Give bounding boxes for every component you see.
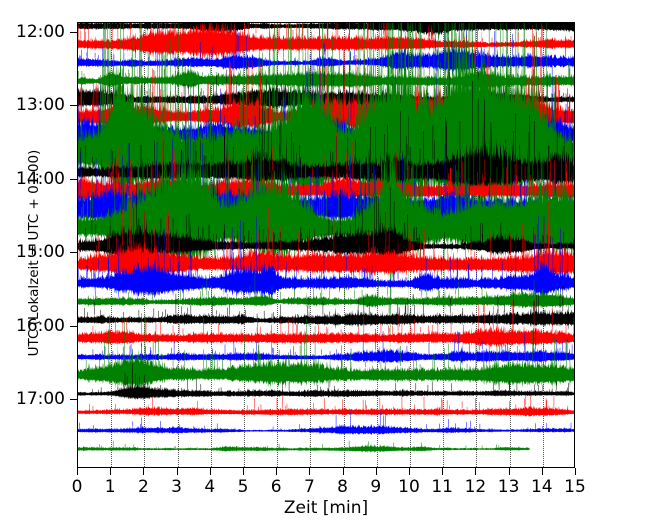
plot-area [77,22,575,468]
x-tick-mark [77,468,78,475]
y-tick-mark [70,178,77,180]
x-tick-label: 12 [464,477,487,497]
x-tick-mark [176,468,178,475]
x-tick-mark [375,468,377,475]
x-tick-label: 14 [530,477,553,497]
x-tick-mark [409,468,410,475]
x-tick-mark [143,468,145,475]
x-tick-label: 9 [370,477,382,497]
x-tick-label: 5 [237,477,249,497]
x-tick-label: 1 [104,477,116,497]
x-tick-mark [475,468,477,475]
x-tick-label: 7 [303,477,315,497]
x-tick-label: 3 [171,477,183,497]
y-tick-mark [70,31,77,33]
x-tick-mark [342,468,344,475]
x-axis-label: Zeit [min] [283,498,369,518]
y-tick-mark [70,399,77,401]
y-tick-label: 17:00 [16,389,65,410]
y-tick-label: 14:00 [16,168,65,189]
x-tick-label: 6 [270,477,282,497]
x-tick-mark [209,468,211,475]
y-tick-mark [70,325,77,327]
x-tick-mark [276,468,278,475]
x-tick-mark [442,468,444,475]
x-tick-label: 8 [337,477,349,497]
y-tick-label: 15:00 [16,242,65,263]
x-tick-label: 10 [398,477,420,497]
x-tick-mark [508,468,510,475]
trace-layer [78,23,574,467]
x-tick-mark [541,468,543,475]
x-tick-label: 4 [204,477,216,497]
y-tick-label: 13:00 [16,95,65,116]
x-tick-mark [575,468,576,475]
x-tick-label: 15 [564,477,586,497]
y-tick-mark [70,105,77,107]
x-tick-label: 0 [71,477,83,497]
x-tick-label: 13 [497,477,520,497]
trace-canvas [78,23,574,467]
x-tick-mark [309,468,311,475]
y-tick-label: 12:00 [16,21,65,42]
y-tick-label: 16:00 [16,315,65,336]
x-tick-label: 2 [137,477,149,497]
y-tick-mark [70,252,77,254]
x-tick-label: 11 [431,477,454,497]
x-tick-mark [110,468,112,475]
x-tick-mark [243,468,244,475]
